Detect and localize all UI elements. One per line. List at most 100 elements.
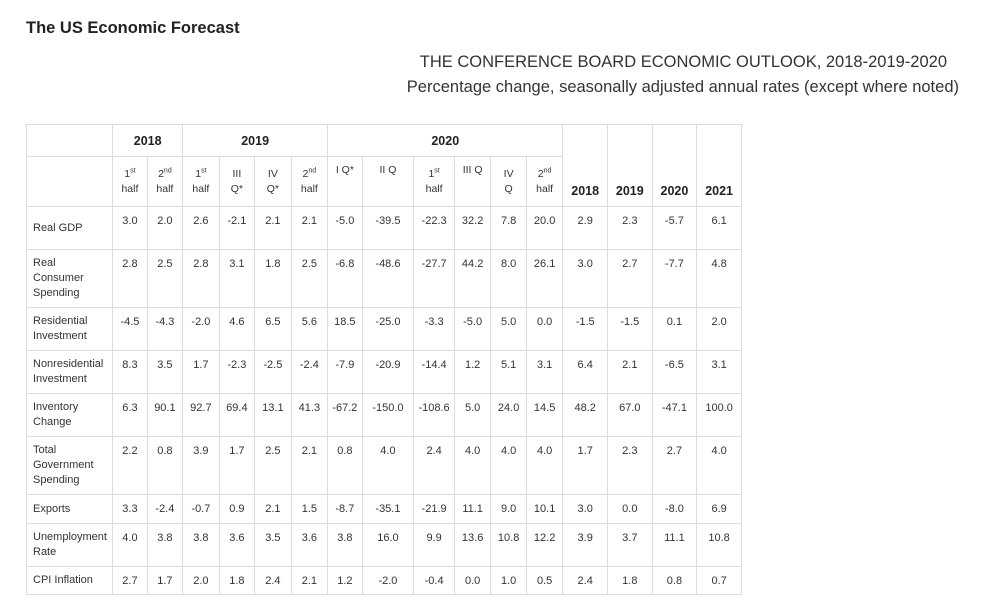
value-cell: 3.8 <box>327 523 363 567</box>
value-cell: -8.0 <box>651 494 698 524</box>
value-cell: 3.3 <box>112 494 148 524</box>
value-cell: 3.0 <box>562 494 608 524</box>
value-cell: -5.7 <box>651 206 698 250</box>
value-cell: 1.5 <box>290 494 329 524</box>
value-cell: 6.9 <box>696 494 742 524</box>
forecast-table: 2018 2019 2020 2018 2019 2020 2021 1st ha… <box>25 124 742 595</box>
period-header: 1st half <box>182 156 220 207</box>
row-label: Unemployment Rate <box>25 523 114 567</box>
value-cell: -35.1 <box>361 494 415 524</box>
row-label: Real Consumer Spending <box>25 249 114 308</box>
table-units-note: Percentage change, seasonally adjusted a… <box>406 78 959 96</box>
value-cell: 1.2 <box>327 566 363 595</box>
value-cell: -0.7 <box>182 494 220 524</box>
value-cell: 4.0 <box>525 436 564 495</box>
value-cell: 2.4 <box>562 566 608 595</box>
value-cell: -108.6 <box>413 393 455 437</box>
value-cell: 0.8 <box>146 436 184 495</box>
value-cell: -8.7 <box>327 494 363 524</box>
value-cell: 6.1 <box>696 206 742 250</box>
value-cell: 1.8 <box>218 566 256 595</box>
value-cell: -4.3 <box>146 307 184 351</box>
period-header: III Q* <box>218 156 256 207</box>
value-cell: 2.5 <box>290 249 329 308</box>
value-cell: -3.3 <box>413 307 455 351</box>
value-cell: 3.8 <box>182 523 220 567</box>
value-cell: 6.3 <box>112 393 148 437</box>
value-cell: -6.8 <box>327 249 363 308</box>
value-cell: 2.1 <box>607 350 653 394</box>
value-cell: 2.7 <box>112 566 148 595</box>
period-header: I Q* <box>327 156 363 207</box>
value-cell: 2.0 <box>146 206 184 250</box>
value-cell: 10.1 <box>525 494 564 524</box>
value-cell: 2.1 <box>254 206 292 250</box>
value-cell: 12.2 <box>525 523 564 567</box>
value-cell: 2.2 <box>112 436 148 495</box>
value-cell: 3.5 <box>254 523 292 567</box>
value-cell: 4.8 <box>696 249 742 308</box>
value-cell: 2.0 <box>182 566 220 595</box>
value-cell: 2.1 <box>290 436 329 495</box>
row-label: Residential Investment <box>25 307 114 351</box>
value-cell: 3.6 <box>218 523 256 567</box>
value-cell: 69.4 <box>218 393 256 437</box>
value-cell: 0.0 <box>525 307 564 351</box>
value-cell: 2.4 <box>254 566 292 595</box>
period-header: 2nd half <box>146 156 184 207</box>
page-title: The US Economic Forecast <box>26 19 240 37</box>
value-cell: 4.0 <box>112 523 148 567</box>
value-cell: 11.1 <box>651 523 698 567</box>
value-cell: 1.7 <box>562 436 608 495</box>
value-cell: 1.7 <box>218 436 256 495</box>
row-label: Nonresidential Investment <box>25 350 114 394</box>
value-cell: 4.0 <box>453 436 492 495</box>
value-cell: 3.7 <box>607 523 653 567</box>
value-cell: -2.5 <box>254 350 292 394</box>
value-cell: 2.7 <box>651 436 698 495</box>
value-cell: 4.0 <box>490 436 527 495</box>
value-cell: 92.7 <box>182 393 220 437</box>
value-cell: -67.2 <box>327 393 363 437</box>
value-cell: 4.0 <box>361 436 415 495</box>
value-cell: 6.5 <box>254 307 292 351</box>
value-cell: -0.4 <box>413 566 455 595</box>
value-cell: 5.0 <box>490 307 527 351</box>
value-cell: -6.5 <box>651 350 698 394</box>
value-cell: -21.9 <box>413 494 455 524</box>
period-header: IV Q <box>490 156 527 207</box>
value-cell: 14.5 <box>525 393 564 437</box>
value-cell: 9.0 <box>490 494 527 524</box>
value-cell: 41.3 <box>290 393 329 437</box>
value-cell: -1.5 <box>607 307 653 351</box>
value-cell: 0.8 <box>651 566 698 595</box>
value-cell: 13.1 <box>254 393 292 437</box>
value-cell: 2.5 <box>254 436 292 495</box>
period-header-row: 1st half 2nd half 1st half III Q* IV Q* 2nd ha… <box>25 156 742 207</box>
value-cell: 48.2 <box>562 393 608 437</box>
value-cell: 3.0 <box>562 249 608 308</box>
value-cell: 0.7 <box>696 566 742 595</box>
value-cell: 2.1 <box>290 206 329 250</box>
value-cell: 3.1 <box>525 350 564 394</box>
value-cell: -150.0 <box>361 393 415 437</box>
period-header: III Q <box>453 156 492 207</box>
value-cell: 0.1 <box>651 307 698 351</box>
table-row: Exports 3.3 -2.4 -0.7 0.9 2.1 1.5 -8.7 -35.1 -21.… <box>25 494 742 524</box>
annual-2018-header: 2018 <box>562 124 608 207</box>
value-cell: 10.8 <box>490 523 527 567</box>
value-cell: 3.9 <box>182 436 220 495</box>
table-row: Inventory Change 6.3 90.1 92.7 69.4 13.1 41.3-… <box>25 393 742 437</box>
value-cell: 16.0 <box>361 523 415 567</box>
table-row: Unemployment Rate 4.0 3.8 3.8 3.6 3.5 3.6 3.8 16… <box>25 523 742 567</box>
value-cell: 0.0 <box>453 566 492 595</box>
period-header: 1st half <box>413 156 455 207</box>
value-cell: -2.0 <box>361 566 415 595</box>
value-cell: 4.0 <box>696 436 742 495</box>
value-cell: 1.8 <box>607 566 653 595</box>
value-cell: 0.5 <box>525 566 564 595</box>
value-cell: 3.9 <box>562 523 608 567</box>
value-cell: 11.1 <box>453 494 492 524</box>
year-2020-header: 2020 <box>327 124 564 157</box>
value-cell: 7.8 <box>490 206 527 250</box>
